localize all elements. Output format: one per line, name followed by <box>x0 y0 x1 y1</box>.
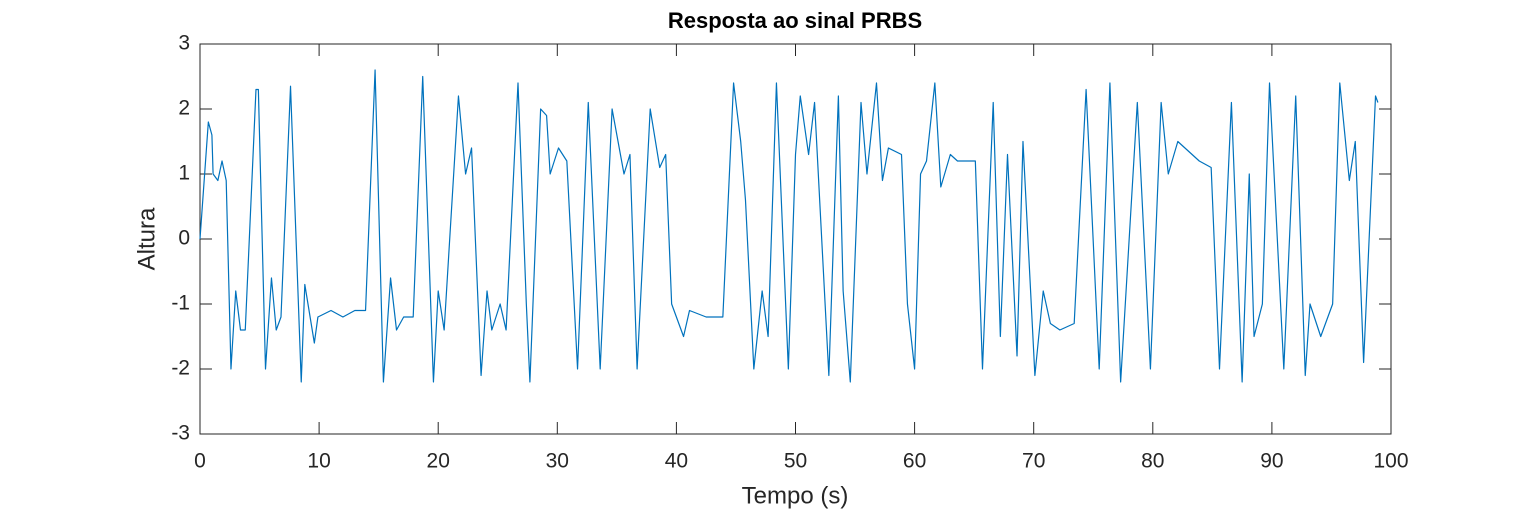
y-tick-label: -2 <box>171 357 190 380</box>
x-tick-label: 70 <box>1022 450 1045 473</box>
x-axis-label: Tempo (s) <box>742 482 849 509</box>
chart-title: Resposta ao sinal PRBS <box>668 8 922 33</box>
x-tick-label: 40 <box>665 450 688 473</box>
x-tick-label: 50 <box>784 450 807 473</box>
plot-area <box>199 43 1392 435</box>
y-tick-label: -1 <box>171 292 190 315</box>
x-tick-label: 90 <box>1260 450 1283 473</box>
y-tick-label: -3 <box>171 422 190 445</box>
y-tick-label: 0 <box>178 227 190 250</box>
x-tick-label: 20 <box>427 450 450 473</box>
y-tick-label: 2 <box>178 97 190 120</box>
line-series <box>199 69 1379 383</box>
y-tick-label: 1 <box>178 162 190 185</box>
x-tick-label: 30 <box>546 450 569 473</box>
y-tick-label: 3 <box>178 32 190 55</box>
x-tick-label: 0 <box>194 450 206 473</box>
x-tick-label: 60 <box>903 450 926 473</box>
y-axis-label: Altura <box>133 207 160 270</box>
x-tick-label: 10 <box>307 450 330 473</box>
x-tick-label: 100 <box>1373 450 1408 473</box>
x-tick-label: 80 <box>1141 450 1164 473</box>
